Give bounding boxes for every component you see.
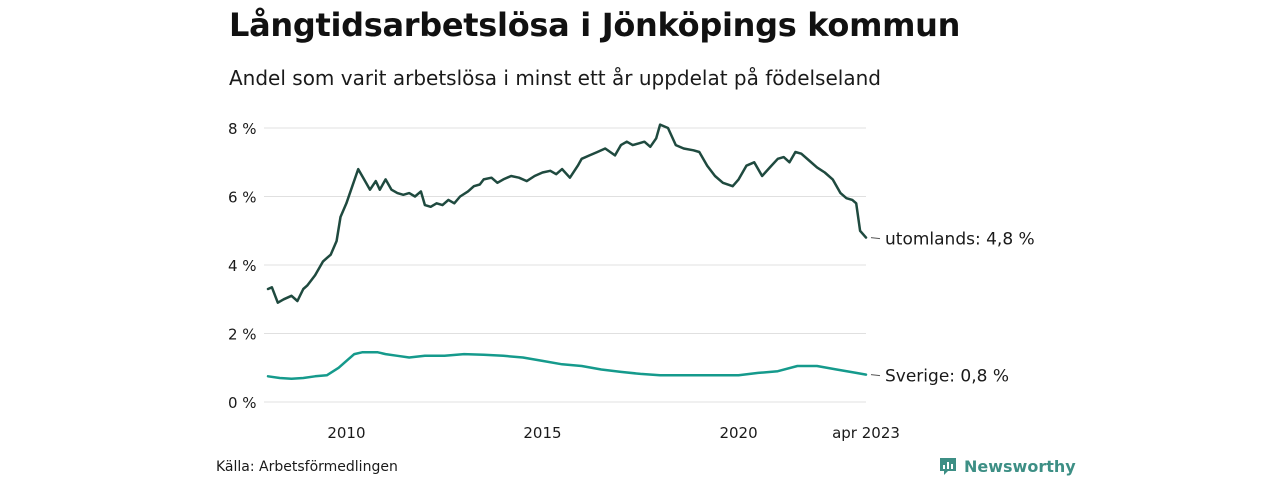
- y-tick-label: 6 %: [228, 189, 257, 207]
- x-axis-ticks: 2010 2015 2020 apr 2023: [327, 424, 900, 442]
- x-tick-label: 2020: [719, 424, 757, 442]
- brand-name: Newsworthy: [964, 456, 1076, 476]
- x-tick-label: apr 2023: [832, 424, 900, 442]
- brand-logo: Newsworthy: [938, 456, 1076, 476]
- series-line-sverige: [266, 351, 868, 380]
- y-tick-label: 4 %: [228, 257, 257, 275]
- source-note: Källa: Arbetsförmedlingen: [216, 459, 398, 475]
- end-label-leader: [870, 237, 881, 240]
- y-axis-ticks: 0 % 2 % 4 % 6 % 8 %: [228, 120, 257, 412]
- end-label-utomlands: utomlands: 4,8 %: [885, 230, 1035, 250]
- x-tick-label: 2015: [523, 424, 561, 442]
- y-tick-label: 8 %: [228, 120, 257, 138]
- y-tick-label: 2 %: [228, 326, 257, 344]
- x-tick-label: 2010: [327, 424, 365, 442]
- y-tick-label: 0 %: [228, 394, 257, 412]
- end-label-leader: [870, 374, 881, 377]
- newsworthy-logo-icon: [940, 458, 956, 475]
- end-label-sverige: Sverige: 0,8 %: [885, 367, 1009, 387]
- series-line-utomlands: [266, 123, 868, 304]
- chart-title: Långtidsarbetslösa i Jönköpings kommun: [229, 6, 961, 44]
- gridlines: [264, 127, 866, 403]
- chart-subtitle: Andel som varit arbetslösa i minst ett å…: [229, 66, 881, 90]
- series-lines: [266, 123, 868, 380]
- end-labels: utomlands: 4,8 % Sverige: 0,8 %: [870, 230, 1035, 387]
